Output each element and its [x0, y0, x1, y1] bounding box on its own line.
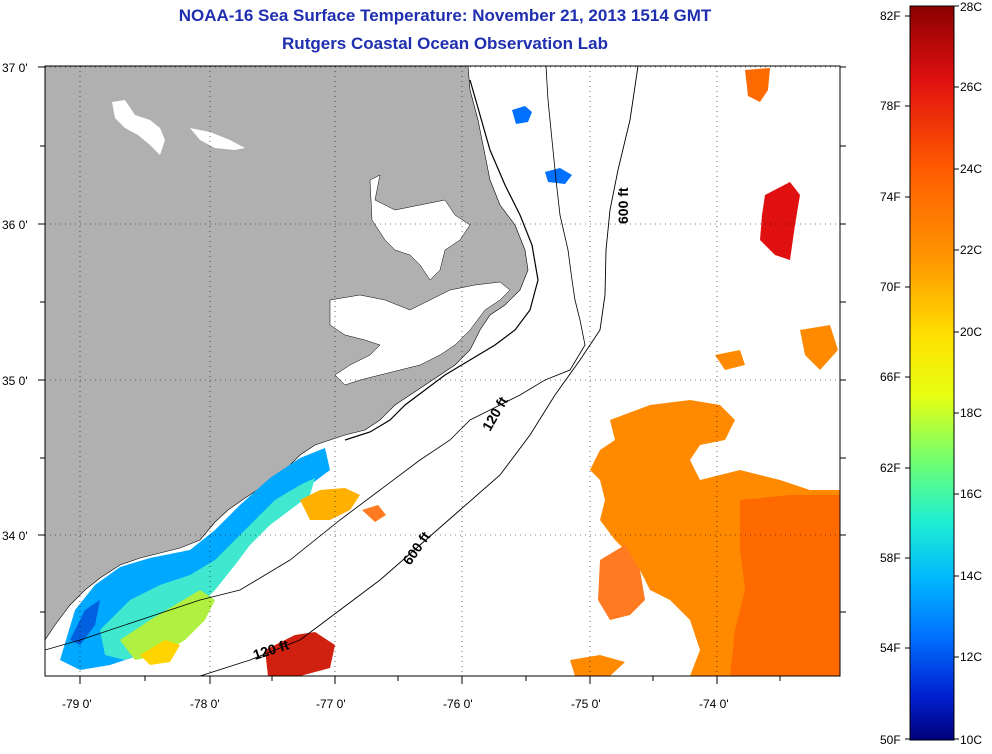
lat-label-36: 36 0' [2, 218, 28, 232]
cb-f-66: 66F [880, 370, 901, 384]
cb-c-28: 28C [960, 0, 983, 14]
map-title: NOAA-16 Sea Surface Temperature: Novembe… [178, 6, 712, 25]
sst-nearshore-cool [60, 448, 360, 670]
map-subtitle: Rutgers Coastal Ocean Observation Lab [282, 34, 608, 53]
cb-f-62: 62F [880, 461, 901, 475]
left-ticks [38, 66, 45, 613]
right-ticks [840, 66, 846, 613]
cb-f-58: 58F [880, 551, 901, 565]
cb-c-12: 12C [960, 650, 983, 664]
lon-label-75: -75 0' [571, 697, 601, 711]
outer-banks [344, 79, 539, 441]
cb-c-16: 16C [960, 487, 983, 501]
cb-c-10: 10C [960, 733, 983, 747]
sst-northern-patches [512, 68, 800, 260]
cb-c-26: 26C [960, 80, 983, 94]
cb-c-18: 18C [960, 406, 983, 420]
pamlico-sound [329, 281, 511, 386]
cb-c-24: 24C [960, 162, 983, 176]
colorbar-ticks-f [905, 15, 910, 740]
colorbar [909, 5, 955, 741]
cb-f-54: 54F [880, 641, 901, 655]
cb-f-82: 82F [880, 9, 901, 23]
albemarle-sound [369, 174, 471, 281]
cb-c-20: 20C [960, 325, 983, 339]
cb-f-50: 50F [880, 733, 901, 747]
cb-f-70: 70F [880, 280, 901, 294]
lon-label-74: -74 0' [699, 697, 729, 711]
cb-c-22: 22C [960, 243, 983, 257]
bottom-ticks [79, 676, 781, 684]
lon-label-79: -79 0' [62, 697, 92, 711]
lat-lon-grid [45, 66, 840, 676]
lat-label-37: 37 0' [2, 61, 28, 75]
cb-f-74: 74F [880, 190, 901, 204]
sst-gulf-stream [265, 325, 840, 676]
lat-label-34: 34 0' [2, 529, 28, 543]
contour-600ft [199, 66, 639, 676]
contour-label-600-upper: 600 ft [615, 187, 631, 224]
lon-label-78: -78 0' [190, 697, 220, 711]
colorbar-ticks-c [954, 5, 959, 740]
lon-label-76: -76 0' [443, 697, 473, 711]
lat-label-35: 35 0' [2, 374, 28, 388]
cb-f-78: 78F [880, 99, 901, 113]
inland-lake-2 [190, 128, 245, 150]
map-frame [44, 65, 841, 677]
contour-120ft [45, 66, 586, 651]
cb-c-14: 14C [960, 569, 983, 583]
inland-lake [112, 100, 165, 155]
lon-label-77: -77 0' [316, 697, 346, 711]
